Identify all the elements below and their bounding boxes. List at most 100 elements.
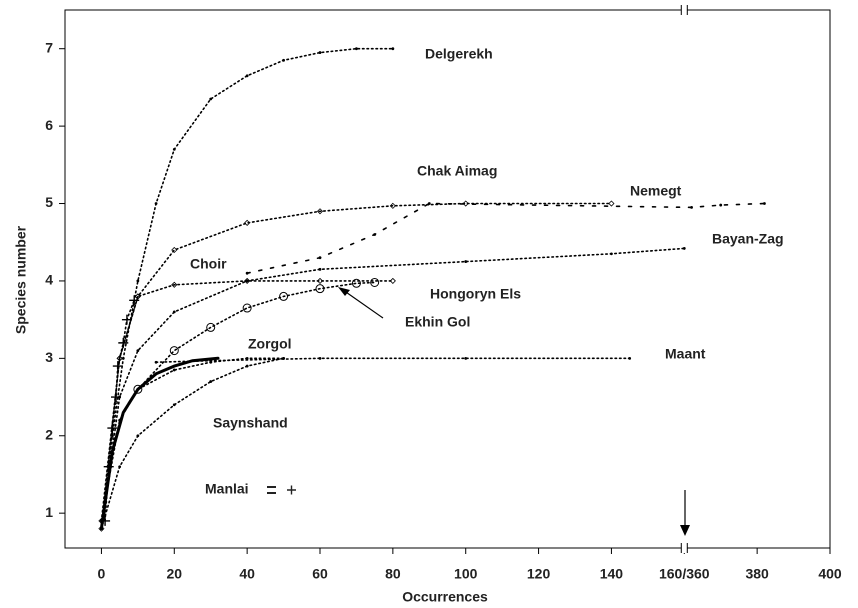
point <box>121 356 125 360</box>
series-line <box>100 47 394 530</box>
point <box>318 356 322 360</box>
point <box>282 58 285 62</box>
series-label: Chak Aimag <box>417 163 497 179</box>
point <box>244 219 251 226</box>
series-label: Manlai <box>205 481 249 497</box>
point <box>209 380 213 383</box>
series-line <box>100 357 285 522</box>
x-tick-label: 380 <box>745 566 769 582</box>
axis-break <box>681 5 688 15</box>
point <box>318 267 322 271</box>
series-label: Nemegt <box>630 183 682 199</box>
point <box>172 310 176 314</box>
y-tick-label: 3 <box>45 349 53 365</box>
point <box>244 277 251 285</box>
point <box>118 418 122 422</box>
point <box>107 423 118 434</box>
point <box>242 303 252 313</box>
point <box>690 205 693 209</box>
point <box>427 202 431 205</box>
point <box>318 51 322 54</box>
series-line <box>99 356 220 531</box>
point <box>682 247 686 250</box>
point <box>154 202 158 205</box>
series-line <box>104 299 135 522</box>
point <box>111 392 121 403</box>
x-tick-label: 0 <box>98 566 106 582</box>
point <box>245 74 249 78</box>
series-line <box>155 357 631 363</box>
point <box>316 208 324 215</box>
point <box>464 260 468 263</box>
y-tick-label: 7 <box>45 39 53 55</box>
x-axis-title: Occurrences <box>402 589 488 605</box>
point <box>391 47 395 51</box>
series-label: Saynshand <box>213 415 288 431</box>
point <box>464 356 468 360</box>
legend-marker <box>287 485 296 495</box>
y-tick-label: 2 <box>45 426 53 442</box>
point <box>154 360 158 364</box>
arrow-head <box>338 287 350 296</box>
point <box>316 277 324 285</box>
point <box>100 527 103 531</box>
point <box>245 271 249 275</box>
x-tick-label: 40 <box>239 566 255 582</box>
x-tick-label: 20 <box>166 566 182 582</box>
x-tick-label: 60 <box>312 566 328 582</box>
series-line <box>100 357 285 530</box>
point <box>719 203 723 207</box>
x-tick-label: 400 <box>818 566 842 582</box>
point <box>136 387 140 391</box>
point <box>279 291 289 301</box>
axis-break <box>681 543 688 553</box>
point <box>118 337 129 348</box>
point <box>763 202 766 205</box>
y-tick-label: 6 <box>45 117 53 133</box>
series-label: Bayan-Zag <box>712 231 784 247</box>
x-tick-label: 80 <box>385 566 401 582</box>
series-label: Maant <box>665 346 706 362</box>
point <box>209 359 213 363</box>
x-tick-label: 160/360 <box>659 566 710 582</box>
point <box>100 515 111 526</box>
point <box>245 356 249 360</box>
x-tick-label: 100 <box>454 566 478 582</box>
point <box>112 361 123 372</box>
point <box>206 322 216 332</box>
point <box>209 97 213 101</box>
series-label: Choir <box>190 256 227 272</box>
series-line <box>100 247 686 530</box>
point <box>169 346 179 356</box>
series-label: Ekhin Gol <box>405 314 470 330</box>
point <box>172 368 176 372</box>
point <box>171 281 178 288</box>
legend-equals <box>267 486 276 494</box>
point <box>172 147 176 151</box>
annotation-arrow <box>342 289 384 319</box>
point <box>136 279 140 283</box>
point <box>136 349 140 353</box>
series-label: Delgerekh <box>425 46 493 62</box>
plot-frame <box>64 9 831 549</box>
point <box>121 314 132 325</box>
point <box>318 256 322 260</box>
point <box>98 525 105 532</box>
point <box>628 356 632 360</box>
series-line <box>246 202 766 274</box>
point <box>355 47 358 51</box>
point <box>462 200 469 207</box>
point <box>118 465 122 469</box>
point <box>282 356 285 360</box>
point <box>610 252 613 256</box>
point <box>389 277 396 285</box>
point <box>373 233 377 236</box>
y-tick-label: 5 <box>45 194 53 210</box>
point <box>370 277 380 287</box>
point <box>389 202 396 209</box>
point <box>608 200 615 207</box>
point <box>133 384 143 394</box>
y-axis-title: Species number <box>13 225 29 334</box>
point <box>136 434 140 438</box>
series-label: Hongoryn Els <box>430 286 521 302</box>
